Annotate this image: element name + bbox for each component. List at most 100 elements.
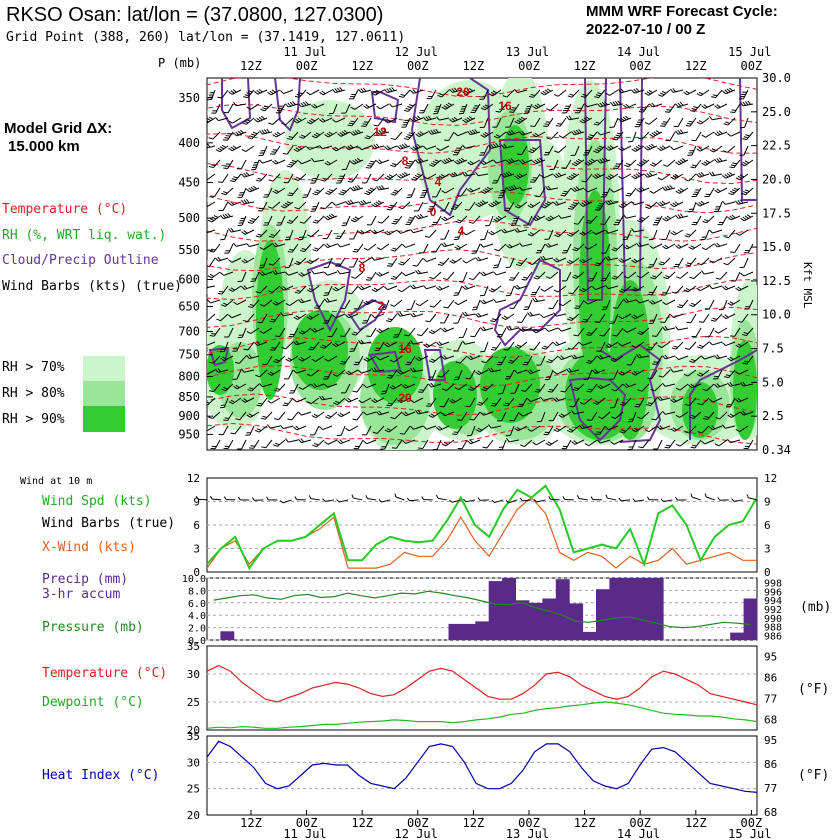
wind-barb <box>648 257 658 268</box>
wind-barb <box>366 215 377 226</box>
wind-barb <box>521 271 533 281</box>
wind-barb <box>386 397 398 407</box>
wind-barb <box>662 184 676 191</box>
wind-barb <box>581 173 593 183</box>
wind-barb <box>722 87 736 95</box>
temp-contour <box>207 393 757 416</box>
model-grid-value: 15.000 km <box>8 138 80 155</box>
surface-wind-barb <box>477 497 490 501</box>
wind-barb <box>609 117 619 128</box>
wind-barb <box>561 159 572 169</box>
wind-barb <box>237 271 247 282</box>
wind-barb <box>358 145 372 151</box>
wind-barb <box>350 215 364 223</box>
wind-barb <box>631 228 645 233</box>
wind-barb <box>662 410 676 415</box>
wind-barb <box>492 117 502 128</box>
temp-contour <box>207 133 757 154</box>
wind-barb <box>660 313 671 323</box>
bottom-time-tick: 12Z <box>351 816 373 830</box>
wind-barb <box>675 355 689 361</box>
wind-barb <box>386 313 398 323</box>
precip-ytick: 6.0 <box>188 599 206 610</box>
surface-wind-barb <box>605 494 617 501</box>
surface-wind-barb <box>576 495 588 501</box>
wind-barb <box>363 103 377 109</box>
wind-barb <box>618 257 632 263</box>
wind-barb <box>501 171 515 178</box>
wind-barb <box>255 285 268 294</box>
wind-barb <box>220 355 234 362</box>
wind-barb <box>566 425 580 433</box>
wind-barb <box>363 299 377 306</box>
wind-barb <box>676 271 689 279</box>
heat-ytick: 20 <box>187 809 200 822</box>
wind-frame <box>206 477 758 573</box>
wind-barb <box>370 143 385 150</box>
wind-barb <box>689 103 702 113</box>
wind-barb <box>210 187 221 197</box>
wind-barb <box>471 243 481 254</box>
bottom-date-label: 14 Jul <box>617 827 660 840</box>
wind-barb <box>532 157 546 165</box>
wind-barb <box>612 131 624 141</box>
height-tick-label: 17.5 <box>762 206 791 220</box>
wind-barb <box>540 285 554 292</box>
wind10m-label: Wind at 10 m <box>20 476 93 487</box>
wind-barb <box>497 439 507 450</box>
surface-wind-barb <box>675 496 687 501</box>
wind-barb <box>583 145 593 156</box>
wind-barb <box>237 187 247 198</box>
wind-barb <box>207 271 221 279</box>
wind-barb <box>258 145 268 156</box>
wind-barb <box>730 103 741 113</box>
precip-bar <box>529 602 543 640</box>
wind-barb <box>617 88 632 94</box>
wind-barb <box>284 101 299 108</box>
wind-barb <box>243 341 255 351</box>
top-time-tick: 12Z <box>685 59 707 73</box>
wind-barb <box>341 215 351 226</box>
wind-barb <box>286 215 299 224</box>
wind-barb <box>675 326 689 331</box>
wind-barb <box>596 157 611 164</box>
wind-barb <box>523 103 533 114</box>
wind-barb <box>623 327 637 333</box>
wind-barb <box>414 158 429 164</box>
wind-barb <box>493 257 502 269</box>
wind-barb <box>349 257 359 268</box>
wind-barb <box>631 369 645 376</box>
wind-barb <box>674 101 689 108</box>
wind-barb <box>423 145 437 150</box>
wind-barb <box>553 312 567 317</box>
wind-barb <box>691 215 702 226</box>
wind-barb <box>246 327 260 335</box>
degf-label-heat: (°F) <box>798 768 830 783</box>
wind-barb <box>533 271 546 280</box>
precip-ytick: 10.0 <box>182 574 206 585</box>
wind-barb <box>514 201 528 209</box>
wind-barb <box>618 115 632 123</box>
wind-barb <box>714 103 728 109</box>
precip-label: Precip (mm) <box>42 572 129 587</box>
temp-contour <box>207 278 757 301</box>
wind-barb <box>722 285 736 291</box>
wind-barb <box>219 341 229 353</box>
wind-barb <box>618 145 632 152</box>
wind-barb <box>722 424 736 429</box>
wind-barb <box>514 227 528 233</box>
wind-barb <box>687 145 697 156</box>
wind-barb <box>441 187 455 194</box>
wind-barb <box>207 285 216 289</box>
wind-barb <box>462 257 476 264</box>
wind-barb <box>349 185 364 192</box>
temp-contour <box>207 219 757 242</box>
rh-region <box>579 190 611 390</box>
temp-ytick: 35 <box>187 640 200 653</box>
bottom-time-tick: 12Z <box>685 816 707 830</box>
wind-barb <box>218 173 229 183</box>
wind-barb <box>740 214 754 222</box>
wind-barb <box>649 130 663 138</box>
wind-barb <box>318 145 333 150</box>
